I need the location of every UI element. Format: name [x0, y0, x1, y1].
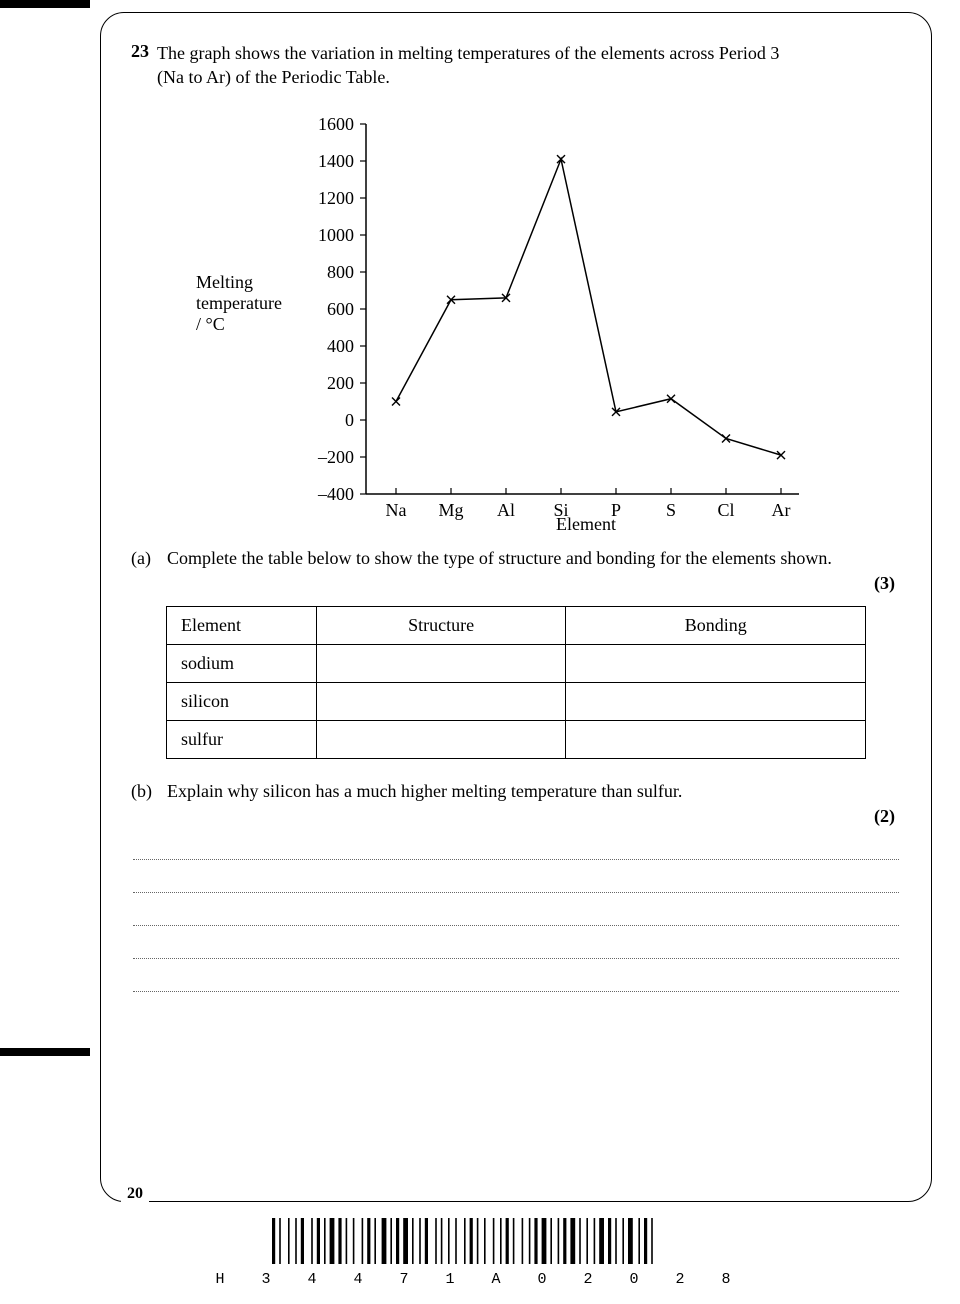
answer-line[interactable]	[133, 859, 899, 860]
answer-line[interactable]	[133, 892, 899, 893]
svg-text:–200: –200	[317, 447, 354, 467]
element-cell: sulfur	[167, 720, 317, 758]
element-cell: sodium	[167, 644, 317, 682]
part-b-text: Explain why silicon has a much higher me…	[167, 781, 682, 802]
structure-cell[interactable]	[316, 720, 566, 758]
svg-text:400: 400	[327, 336, 354, 356]
svg-text:Na: Na	[386, 500, 407, 520]
svg-text:200: 200	[327, 373, 354, 393]
margin-bar-top	[0, 0, 90, 8]
svg-text:–400: –400	[317, 484, 354, 504]
answer-table: Element Structure Bonding sodiumsilicons…	[166, 606, 866, 759]
svg-text:Mg: Mg	[438, 500, 463, 520]
svg-text:Cl: Cl	[717, 500, 734, 520]
table-row: sulfur	[167, 720, 866, 758]
structure-cell[interactable]	[316, 682, 566, 720]
page-number: 20	[121, 1185, 149, 1203]
svg-text:1600: 1600	[318, 114, 354, 134]
part-a-label: (a)	[131, 548, 159, 569]
barcode-text: H 3 4 4 7 1 A 0 2 0 2 8	[0, 1271, 960, 1288]
page-frame: 23 The graph shows the variation in melt…	[100, 12, 932, 1202]
margin-bar-bottom	[0, 1048, 90, 1056]
answer-line[interactable]	[133, 991, 899, 992]
svg-text:600: 600	[327, 299, 354, 319]
svg-text:Ar: Ar	[772, 500, 791, 520]
barcode-area: H 3 4 4 7 1 A 0 2 0 2 8	[0, 1218, 960, 1288]
part-a-text: Complete the table below to show the typ…	[167, 548, 832, 569]
part-b-label: (b)	[131, 781, 159, 802]
x-axis-label: Element	[556, 514, 616, 535]
barcode-graphic	[270, 1218, 690, 1264]
svg-text:0: 0	[345, 410, 354, 430]
bonding-cell[interactable]	[566, 720, 866, 758]
question-text-line2: (Na to Ar) of the Periodic Table.	[157, 67, 390, 87]
part-a: (a) Complete the table below to show the…	[131, 548, 901, 569]
melting-point-chart: Melting temperature / °C 1600 1400 1200 100…	[196, 114, 836, 534]
chart-svg: 1600 1400 1200 1000 800 600 400 200 0 –200 –400 Na M…	[196, 114, 836, 534]
table-row: sodium	[167, 644, 866, 682]
part-b-marks: (2)	[131, 806, 901, 827]
svg-text:800: 800	[327, 262, 354, 282]
bonding-cell[interactable]	[566, 682, 866, 720]
svg-text:1400: 1400	[318, 151, 354, 171]
svg-text:1000: 1000	[318, 225, 354, 245]
svg-text:S: S	[666, 500, 676, 520]
col-header-element: Element	[167, 606, 317, 644]
question-stem: 23 The graph shows the variation in melt…	[131, 41, 901, 90]
answer-line[interactable]	[133, 958, 899, 959]
question-text: The graph shows the variation in melting…	[157, 41, 779, 90]
bonding-cell[interactable]	[566, 644, 866, 682]
structure-cell[interactable]	[316, 644, 566, 682]
part-b: (b) Explain why silicon has a much highe…	[131, 781, 901, 802]
answer-line[interactable]	[133, 925, 899, 926]
y-axis-label: Melting temperature / °C	[196, 272, 282, 335]
table-header-row: Element Structure Bonding	[167, 606, 866, 644]
question-number: 23	[131, 41, 149, 90]
svg-text:Al: Al	[497, 500, 515, 520]
part-a-marks: (3)	[131, 573, 901, 594]
table-row: silicon	[167, 682, 866, 720]
element-cell: silicon	[167, 682, 317, 720]
col-header-bonding: Bonding	[566, 606, 866, 644]
col-header-structure: Structure	[316, 606, 566, 644]
question-text-line1: The graph shows the variation in melting…	[157, 43, 779, 63]
svg-text:1200: 1200	[318, 188, 354, 208]
